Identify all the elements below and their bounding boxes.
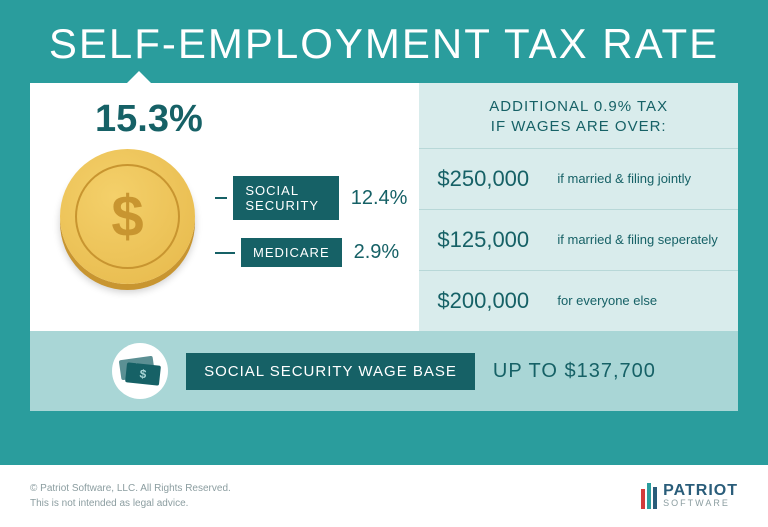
component-value: 2.9% (354, 241, 400, 264)
main-panel: 15.3% $ SOCIAL SECURITY 12.4% MEDICARE 2… (30, 83, 738, 331)
total-rate: 15.3% (95, 98, 399, 141)
infographic-container: SELF-EMPLOYMENT TAX RATE 15.3% $ SOCIAL … (0, 0, 768, 527)
threshold-amount: $125,000 (437, 227, 557, 253)
footer: © Patriot Software, LLC. All Rights Rese… (0, 465, 768, 527)
threshold-row: $200,000 for everyone else (419, 270, 738, 331)
cash-icon: $ $ (112, 343, 168, 399)
threshold-desc: for everyone else (557, 292, 657, 310)
component-value: 12.4% (351, 187, 408, 210)
component-label: MEDICARE (241, 238, 342, 267)
component-label: SOCIAL SECURITY (233, 176, 338, 220)
threshold-row: $250,000 if married & filing jointly (419, 148, 738, 209)
threshold-desc: if married & filing seperately (557, 231, 717, 249)
additional-header: ADDITIONAL 0.9% TAX IF WAGES ARE OVER: (419, 83, 738, 148)
footer-text: © Patriot Software, LLC. All Rights Rese… (30, 481, 231, 511)
rate-breakdown-panel: 15.3% $ SOCIAL SECURITY 12.4% MEDICARE 2… (30, 83, 419, 331)
main-title: SELF-EMPLOYMENT TAX RATE (0, 0, 768, 83)
brand-sub: SOFTWARE (663, 498, 738, 508)
component-lines: SOCIAL SECURITY 12.4% MEDICARE 2.9% (205, 158, 407, 285)
threshold-amount: $250,000 (437, 166, 557, 192)
wage-base-value: UP TO $137,700 (493, 360, 656, 383)
brand-name: PATRIOT (663, 484, 738, 498)
threshold-amount: $200,000 (437, 288, 557, 314)
disclaimer: This is not intended as legal advice. (30, 498, 188, 509)
additional-header-line1: ADDITIONAL 0.9% TAX (489, 98, 668, 115)
breakdown-row: $ SOCIAL SECURITY 12.4% MEDICARE 2.9% (60, 149, 399, 294)
threshold-row: $125,000 if married & filing seperately (419, 209, 738, 270)
threshold-desc: if married & filing jointly (557, 170, 691, 188)
additional-header-line2: IF WAGES ARE OVER: (491, 118, 667, 135)
additional-tax-panel: ADDITIONAL 0.9% TAX IF WAGES ARE OVER: $… (419, 83, 738, 331)
connector-line (215, 252, 235, 254)
component-row: SOCIAL SECURITY 12.4% (215, 176, 407, 220)
component-row: MEDICARE 2.9% (215, 238, 407, 267)
wage-base-label: SOCIAL SECURITY WAGE BASE (186, 353, 475, 390)
brand-logo: PATRIOT SOFTWARE (641, 483, 738, 509)
logo-mark-icon (641, 483, 657, 509)
coin-icon: $ (60, 149, 205, 294)
connector-line (215, 197, 227, 199)
copyright: © Patriot Software, LLC. All Rights Rese… (30, 483, 231, 494)
wage-base-band: $ $ SOCIAL SECURITY WAGE BASE UP TO $137… (30, 331, 738, 411)
